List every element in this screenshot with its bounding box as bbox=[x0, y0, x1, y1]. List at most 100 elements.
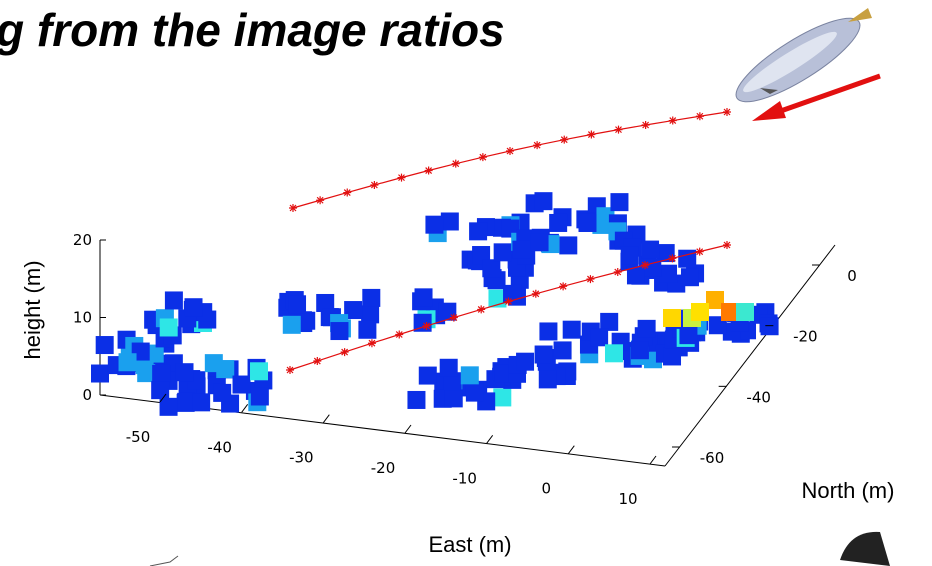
point-marker bbox=[288, 295, 307, 314]
tick-mark bbox=[486, 435, 494, 444]
point-marker bbox=[691, 303, 709, 321]
point-marker bbox=[534, 345, 553, 364]
point-marker bbox=[516, 352, 535, 371]
point-marker bbox=[512, 240, 531, 259]
trajectory-marker bbox=[343, 188, 352, 197]
trajectory-marker bbox=[504, 297, 513, 306]
point-marker bbox=[562, 320, 581, 339]
trajectory-marker bbox=[613, 268, 622, 277]
point-marker bbox=[159, 397, 178, 416]
tick-mark bbox=[241, 404, 249, 413]
point-marker bbox=[118, 353, 137, 372]
point-marker bbox=[678, 249, 697, 268]
point-marker bbox=[159, 318, 178, 337]
airship bbox=[735, 8, 872, 103]
trajectory-marker bbox=[695, 112, 704, 121]
point-marker bbox=[407, 390, 426, 409]
tick-mark bbox=[567, 445, 575, 454]
point-marker bbox=[663, 347, 682, 366]
tick-label: -20 bbox=[793, 328, 818, 346]
point-marker bbox=[439, 358, 458, 377]
point-marker bbox=[493, 388, 512, 407]
trajectory-marker bbox=[449, 313, 458, 322]
point-marker bbox=[736, 303, 754, 321]
slide-title: g from the image ratios bbox=[0, 4, 505, 56]
point-marker bbox=[760, 317, 779, 336]
trajectory-marker bbox=[477, 305, 486, 314]
point-marker bbox=[91, 364, 110, 383]
point-marker bbox=[297, 311, 316, 330]
tick-label: 0 bbox=[82, 386, 92, 404]
tick-mark bbox=[322, 414, 330, 423]
trajectory-marker bbox=[614, 125, 623, 134]
trajectory bbox=[292, 111, 728, 209]
tick-label: 10 bbox=[73, 309, 92, 327]
trajectory-marker bbox=[560, 135, 569, 144]
point-marker bbox=[559, 236, 578, 255]
trajectory-marker bbox=[641, 121, 650, 129]
trajectory-marker bbox=[641, 261, 650, 270]
trajectory-marker bbox=[286, 366, 294, 374]
point-marker bbox=[641, 240, 660, 259]
tick-label: -10 bbox=[452, 469, 477, 487]
trajectory-marker bbox=[451, 159, 460, 168]
tick-label: -30 bbox=[289, 449, 314, 467]
trajectory-marker bbox=[289, 204, 297, 212]
point-marker bbox=[626, 266, 645, 285]
trajectory-marker bbox=[313, 357, 322, 366]
decoration bbox=[840, 531, 890, 566]
trajectory-marker bbox=[397, 173, 406, 182]
tick-label: -40 bbox=[746, 388, 771, 406]
point-marker bbox=[204, 354, 223, 373]
trajectory-marker bbox=[395, 330, 404, 339]
point-marker bbox=[164, 291, 183, 310]
point-marker bbox=[643, 258, 662, 277]
point-marker bbox=[679, 326, 698, 345]
trajectory-marker bbox=[424, 166, 433, 175]
trajectory-marker bbox=[316, 196, 325, 205]
trajectory-marker bbox=[533, 141, 542, 150]
trajectory-marker bbox=[370, 181, 379, 189]
point-marker bbox=[425, 215, 444, 234]
point-marker bbox=[440, 212, 459, 231]
point-marker bbox=[184, 298, 203, 317]
tick-label: 0 bbox=[542, 480, 552, 498]
tick-label: 20 bbox=[73, 231, 92, 249]
point-marker bbox=[721, 303, 739, 321]
point-marker bbox=[549, 213, 568, 232]
trajectory-marker bbox=[367, 339, 376, 348]
point-marker bbox=[213, 383, 232, 402]
point-marker bbox=[362, 288, 381, 307]
point-marker bbox=[358, 320, 377, 339]
trajectory-marker bbox=[695, 247, 704, 256]
point-marker bbox=[539, 322, 558, 341]
trajectory-marker bbox=[559, 282, 568, 291]
axis-label: North (m) bbox=[802, 478, 895, 503]
trajectory-marker bbox=[340, 348, 349, 357]
point-marker bbox=[330, 322, 349, 341]
point-marker bbox=[482, 259, 501, 278]
point-marker bbox=[503, 284, 522, 303]
point-marker bbox=[637, 319, 656, 338]
point-marker bbox=[706, 291, 724, 309]
trajectory-marker bbox=[506, 147, 514, 155]
trajectory-marker bbox=[668, 254, 677, 263]
point-marker bbox=[604, 344, 623, 363]
point-marker bbox=[493, 243, 512, 262]
tick-label: -60 bbox=[700, 449, 725, 467]
tick-label: -50 bbox=[126, 428, 151, 446]
trajectory-marker bbox=[723, 108, 731, 116]
trajectory-marker bbox=[478, 153, 487, 162]
point-marker bbox=[663, 309, 681, 327]
point-marker bbox=[135, 356, 154, 375]
trajectory-marker bbox=[668, 116, 677, 125]
point-marker bbox=[538, 370, 557, 389]
point-marker bbox=[316, 293, 335, 312]
point-marker bbox=[152, 364, 171, 383]
point-marker bbox=[469, 222, 488, 241]
point-marker bbox=[414, 288, 433, 307]
axes-lines bbox=[99, 240, 836, 467]
point-marker bbox=[151, 381, 170, 400]
